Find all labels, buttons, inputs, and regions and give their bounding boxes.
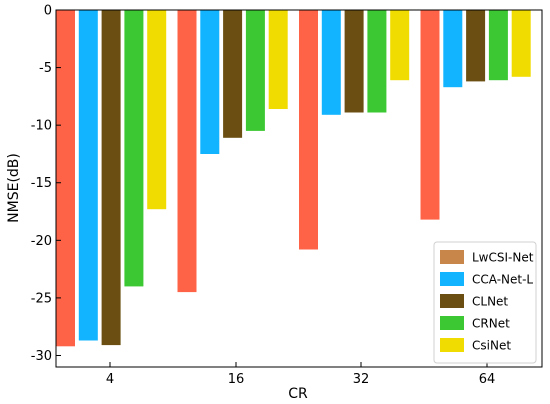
bars-layer <box>56 10 531 347</box>
bar-crnet-cr64 <box>488 10 508 81</box>
bar-cca-net-l-cr16 <box>200 10 220 154</box>
bar-cca-net-l-cr32 <box>321 10 341 115</box>
bar-csinet-cr16 <box>268 10 288 109</box>
bar-lwcsi-net-cr64 <box>420 10 440 220</box>
axes-layer: 0 -5 -10 -15 -20 -25 -30 4 16 32 64 <box>31 4 543 387</box>
legend-label-csinet: CsiNet <box>472 339 511 353</box>
bar-clnet-cr4 <box>101 10 121 346</box>
x-tick-label: 4 <box>106 372 114 387</box>
bar-lwcsi-net-cr32 <box>299 10 318 250</box>
legend-label-clnet: CLNet <box>472 295 508 309</box>
y-axis-label: NMSE(dB) <box>6 153 22 223</box>
x-tick-label: 32 <box>353 372 370 387</box>
bar-csinet-cr32 <box>390 10 410 81</box>
legend: LwCSI-Net CCA-Net-L CLNet CRNet CsiNet <box>433 241 537 364</box>
bar-crnet-cr16 <box>245 10 265 131</box>
legend-swatch-cca-net-l <box>440 272 464 286</box>
legend-label-crnet: CRNet <box>472 317 510 331</box>
bar-clnet-cr64 <box>466 10 486 82</box>
x-tick-label: 16 <box>228 372 245 387</box>
bar-clnet-cr32 <box>344 10 364 113</box>
y-tick-label: -15 <box>31 176 52 191</box>
plot-frame <box>55 9 543 368</box>
legend-swatch-lwcsi-net <box>440 250 464 264</box>
y-tick-label: -30 <box>31 349 52 364</box>
legend-label-cca-net-l: CCA-Net-L <box>472 273 533 287</box>
bar-csinet-cr4 <box>147 10 167 210</box>
legend-swatch-crnet <box>440 316 464 330</box>
bar-clnet-cr16 <box>223 10 243 138</box>
y-tick-label: -25 <box>31 291 52 306</box>
bar-lwcsi-net-cr4 <box>56 10 75 347</box>
bar-cca-net-l-cr64 <box>443 10 463 88</box>
bar-crnet-cr4 <box>124 10 144 287</box>
bar-crnet-cr32 <box>367 10 387 113</box>
y-tick-label: -10 <box>31 119 52 134</box>
bar-csinet-cr64 <box>511 10 531 77</box>
x-axis-label: CR <box>288 386 308 402</box>
y-tick-label: -5 <box>39 61 52 76</box>
y-tick-label: 0 <box>44 4 52 19</box>
bar-cca-net-l-cr4 <box>78 10 98 341</box>
legend-swatch-clnet <box>440 294 464 308</box>
legend-label-lwcsi-net: LwCSI-Net <box>472 251 534 265</box>
legend-swatch-csinet <box>440 338 464 352</box>
y-tick-label: -20 <box>31 234 52 249</box>
bar-lwcsi-net-cr16 <box>177 10 197 293</box>
x-tick-label: 64 <box>479 372 496 387</box>
